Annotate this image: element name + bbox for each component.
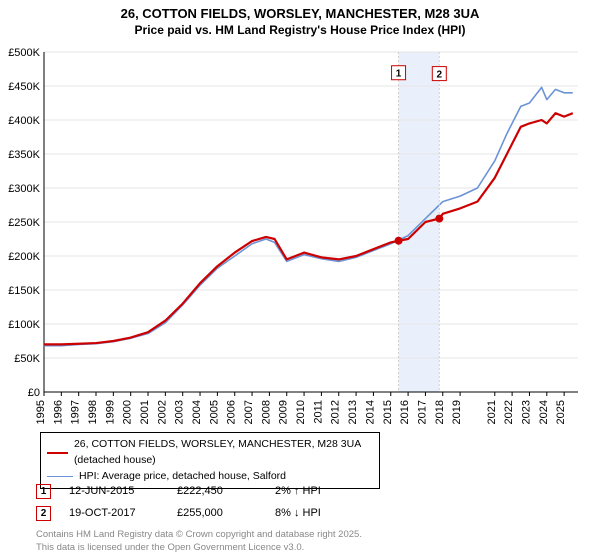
svg-text:£50K: £50K	[14, 353, 40, 365]
transaction-vs-hpi: 8% ↓ HPI	[275, 507, 385, 519]
footer-copyright: Contains HM Land Registry data © Crown c…	[36, 529, 362, 541]
transaction-marker: 2	[36, 506, 51, 521]
svg-text:£0: £0	[28, 387, 40, 399]
footer-licence: This data is licensed under the Open Gov…	[36, 542, 362, 554]
svg-text:2017: 2017	[416, 400, 428, 424]
svg-text:£150K: £150K	[8, 285, 40, 297]
svg-text:2013: 2013	[347, 400, 359, 424]
chart-title-address: 26, COTTON FIELDS, WORSLEY, MANCHESTER, …	[0, 6, 600, 23]
svg-text:2006: 2006	[226, 400, 238, 424]
svg-text:£350K: £350K	[8, 149, 40, 161]
svg-text:2000: 2000	[122, 400, 134, 424]
transaction-date: 19-OCT-2017	[69, 507, 159, 519]
svg-text:2007: 2007	[243, 400, 255, 424]
svg-text:2021: 2021	[486, 400, 498, 424]
svg-text:2019: 2019	[451, 400, 463, 424]
legend-swatch	[47, 452, 68, 454]
svg-text:£450K: £450K	[8, 81, 40, 93]
svg-text:1: 1	[396, 69, 402, 80]
transactions-table: 1 12-JUN-2015 £222,450 2% ↑ HPI 2 19-OCT-2017…	[36, 480, 385, 524]
chart-subtitle: Price paid vs. HM Land Registry's House …	[0, 23, 600, 39]
transaction-marker: 1	[36, 484, 51, 499]
attribution-footer: Contains HM Land Registry data © Crown c…	[36, 529, 362, 554]
transaction-price: £222,450	[177, 485, 257, 497]
transaction-date: 12-JUN-2015	[69, 485, 159, 497]
svg-text:2002: 2002	[156, 400, 168, 424]
svg-text:1999: 1999	[104, 400, 116, 424]
svg-text:2001: 2001	[139, 400, 151, 424]
legend-item: 26, COTTON FIELDS, WORSLEY, MANCHESTER, …	[47, 437, 373, 469]
svg-text:2023: 2023	[520, 400, 532, 424]
transaction-vs-hpi: 2% ↑ HPI	[275, 485, 385, 497]
transaction-price: £255,000	[177, 507, 257, 519]
svg-text:2011: 2011	[312, 400, 324, 424]
svg-text:£300K: £300K	[8, 183, 40, 195]
svg-text:2015: 2015	[382, 400, 394, 424]
svg-text:2016: 2016	[399, 400, 411, 424]
svg-text:1996: 1996	[52, 400, 64, 424]
svg-text:£250K: £250K	[8, 217, 40, 229]
svg-text:1995: 1995	[35, 400, 47, 424]
svg-text:2003: 2003	[174, 400, 186, 424]
legend-swatch	[47, 476, 73, 477]
svg-text:2025: 2025	[555, 400, 567, 424]
svg-text:2: 2	[437, 70, 443, 81]
svg-text:£500K: £500K	[8, 47, 40, 59]
svg-text:2012: 2012	[330, 400, 342, 424]
svg-text:2004: 2004	[191, 400, 203, 424]
svg-text:1997: 1997	[70, 400, 82, 424]
svg-text:£400K: £400K	[8, 115, 40, 127]
transaction-row: 1 12-JUN-2015 £222,450 2% ↑ HPI	[36, 480, 385, 502]
svg-text:2008: 2008	[260, 400, 272, 424]
price-chart: £0 £50K £100K £150K £200K £250K £300K £350K £400…	[8, 44, 588, 424]
svg-text:2010: 2010	[295, 400, 307, 424]
svg-text:2014: 2014	[364, 400, 376, 424]
legend-label: 26, COTTON FIELDS, WORSLEY, MANCHESTER, …	[74, 437, 373, 469]
svg-text:1998: 1998	[87, 400, 99, 424]
svg-text:2022: 2022	[503, 400, 515, 424]
svg-text:2009: 2009	[278, 400, 290, 424]
svg-text:£200K: £200K	[8, 251, 40, 263]
transaction-row: 2 19-OCT-2017 £255,000 8% ↓ HPI	[36, 502, 385, 524]
svg-text:£100K: £100K	[8, 319, 40, 331]
svg-text:2018: 2018	[434, 400, 446, 424]
svg-text:2005: 2005	[208, 400, 220, 424]
svg-text:2024: 2024	[538, 400, 550, 424]
